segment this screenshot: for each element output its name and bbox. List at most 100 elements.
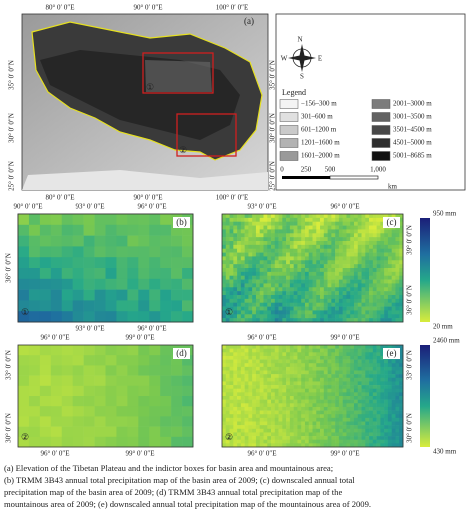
raster-cell xyxy=(244,366,249,371)
scale-bar xyxy=(282,176,330,179)
raster-cell xyxy=(240,436,245,441)
raster-cell xyxy=(353,345,359,349)
raster-cell xyxy=(316,385,321,390)
raster-cell xyxy=(248,366,253,371)
raster-cell xyxy=(387,260,392,265)
raster-cell xyxy=(316,359,321,364)
raster-cell xyxy=(312,414,317,419)
raster-cell xyxy=(289,432,294,437)
raster-cell xyxy=(391,306,396,311)
raster-cell xyxy=(301,363,306,368)
raster-cell xyxy=(225,310,230,315)
raster-cell xyxy=(323,279,328,284)
raster-cell xyxy=(391,377,396,382)
raster-cell xyxy=(387,241,392,246)
raster-cell xyxy=(391,302,396,307)
raster-cell xyxy=(289,318,294,323)
raster-cell xyxy=(327,385,332,390)
raster-cell xyxy=(289,279,294,284)
raster-cell xyxy=(282,363,287,368)
raster-cell xyxy=(316,244,321,250)
raster-cell xyxy=(308,399,313,404)
raster-cell xyxy=(116,278,128,290)
raster-cell xyxy=(346,298,351,304)
raster-cell xyxy=(304,399,310,404)
raster-cell xyxy=(248,229,253,234)
raster-cell xyxy=(274,214,279,219)
raster-cell xyxy=(263,318,268,323)
raster-cell xyxy=(255,348,261,353)
raster-cell xyxy=(391,406,396,411)
raster-cell xyxy=(149,214,161,226)
raster-cell xyxy=(50,214,63,226)
raster-cell xyxy=(293,283,298,288)
raster-cell xyxy=(282,283,287,288)
raster-cell xyxy=(357,279,362,284)
raster-cell xyxy=(229,295,234,300)
raster-cell xyxy=(286,396,291,400)
raster-cell xyxy=(335,225,340,230)
raster-cell xyxy=(248,432,253,437)
raster-cell xyxy=(361,233,366,238)
raster-cell xyxy=(350,291,355,296)
raster-cell xyxy=(18,426,30,438)
raster-cell xyxy=(297,306,302,311)
raster-cell xyxy=(229,271,234,277)
raster-cell xyxy=(39,268,52,280)
raster-cell xyxy=(323,260,328,265)
raster-cell xyxy=(308,392,313,397)
raster-cell xyxy=(327,436,332,441)
raster-cell xyxy=(350,443,355,448)
raster-cell xyxy=(116,235,128,247)
box-label: ② xyxy=(179,145,187,155)
raster-cell xyxy=(274,248,279,253)
raster-cell xyxy=(263,359,268,364)
raster-cell xyxy=(387,436,392,441)
raster-cell xyxy=(312,396,317,400)
raster-cell xyxy=(72,257,84,269)
raster-cell xyxy=(297,233,302,238)
caption-line: mountainous area of 2009; (e) downscaled… xyxy=(4,499,371,509)
raster-cell xyxy=(327,388,332,393)
raster-cell xyxy=(293,271,298,277)
raster-cell xyxy=(308,287,313,292)
raster-cell xyxy=(171,300,183,312)
raster-cell xyxy=(18,289,30,301)
raster-cell xyxy=(320,377,325,382)
compass-label: E xyxy=(318,55,322,63)
raster-cell xyxy=(346,432,351,437)
raster-cell xyxy=(335,283,340,288)
raster-cell xyxy=(399,406,404,411)
raster-cell xyxy=(335,241,340,246)
raster-cell xyxy=(271,314,276,319)
raster-cell xyxy=(357,436,362,441)
raster-cell xyxy=(225,385,230,390)
raster-cell xyxy=(387,244,392,250)
raster-cell xyxy=(255,318,261,323)
raster-cell xyxy=(263,421,268,426)
raster-cell xyxy=(244,432,249,437)
raster-cell xyxy=(353,399,359,404)
raster-cell xyxy=(248,283,253,288)
raster-cell xyxy=(282,260,287,265)
raster-cell xyxy=(316,363,321,368)
raster-cell xyxy=(105,278,117,290)
raster-cell xyxy=(387,295,392,300)
raster-cell xyxy=(395,381,400,386)
raster-cell xyxy=(346,225,351,230)
raster-cell xyxy=(395,428,400,433)
raster-cell xyxy=(263,425,268,430)
raster-cell xyxy=(353,217,359,223)
raster-cell xyxy=(361,436,366,441)
raster-cell xyxy=(263,370,268,375)
raster-cell xyxy=(338,355,343,360)
raster-cell xyxy=(289,260,294,265)
raster-cell xyxy=(138,289,150,301)
raster-cell xyxy=(28,375,41,387)
raster-cell xyxy=(267,366,272,371)
raster-cell xyxy=(244,410,249,415)
raster-cell xyxy=(320,414,325,419)
raster-cell xyxy=(357,252,362,257)
raster-cell xyxy=(376,377,381,382)
raster-cell xyxy=(289,310,294,315)
